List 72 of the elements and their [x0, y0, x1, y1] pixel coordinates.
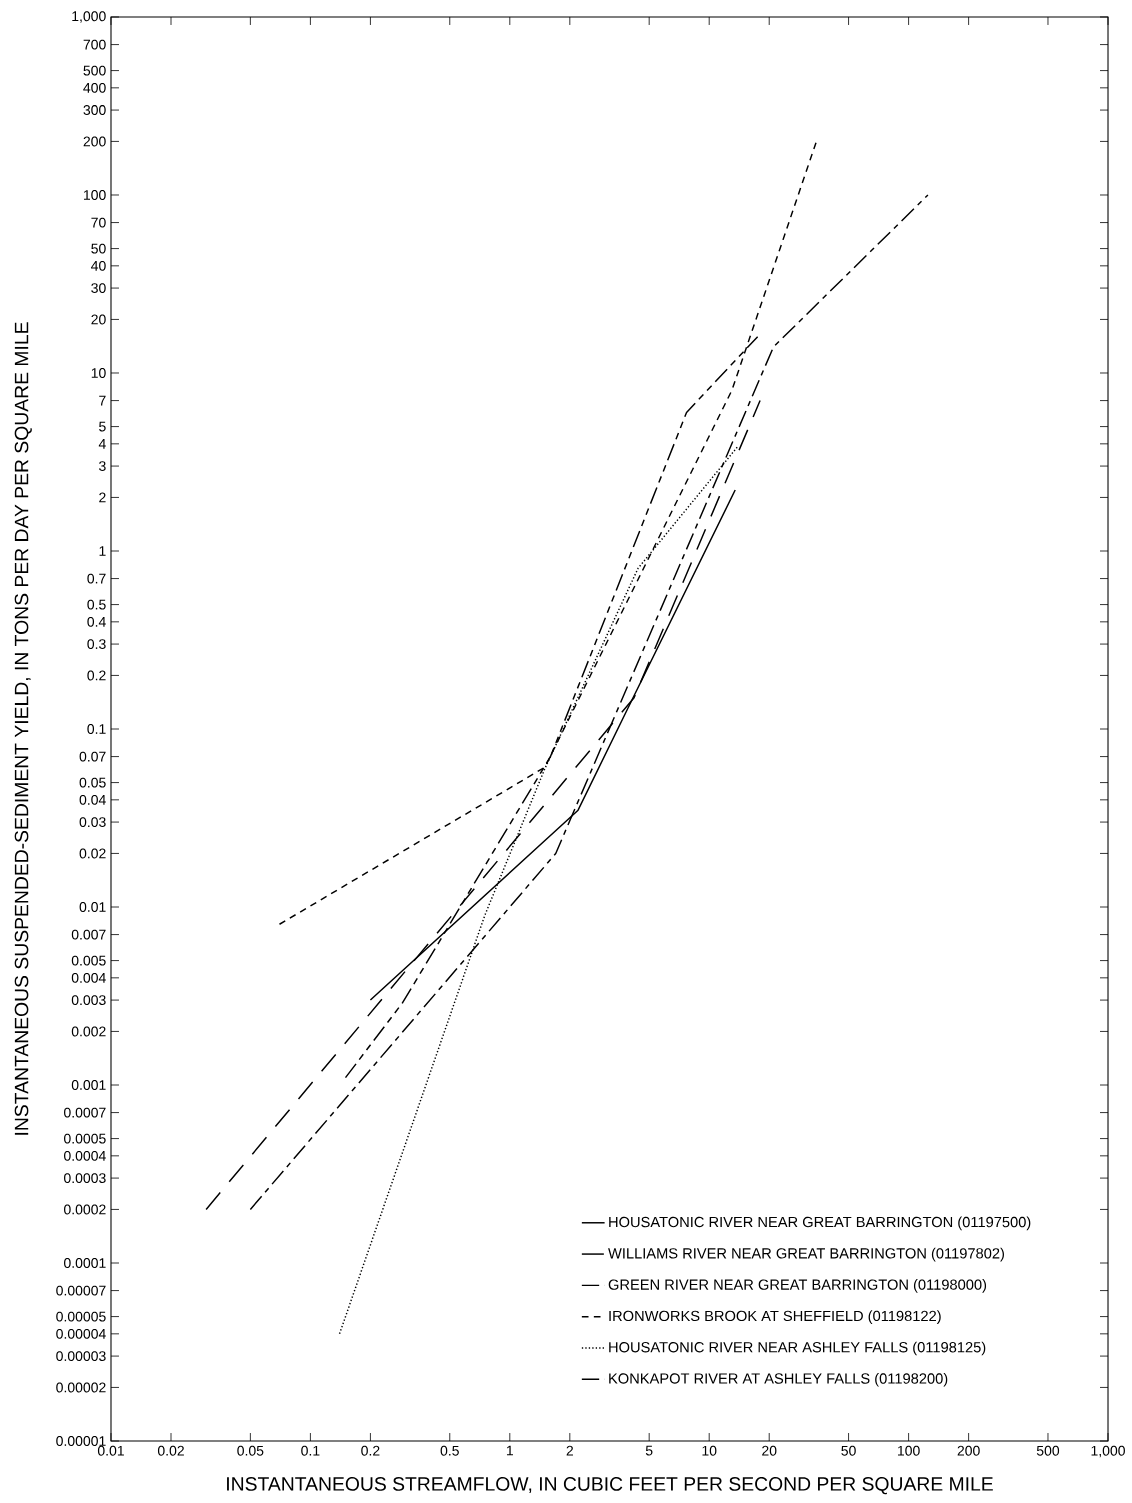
y-tick-label: 5: [99, 421, 106, 432]
y-tick-label: 7: [99, 395, 106, 406]
y-tick-label: 0.0003: [64, 1173, 106, 1184]
x-tick-label: 0.5: [440, 1445, 459, 1456]
y-tick-label: 20: [91, 314, 106, 325]
legend-label: HOUSATONIC RIVER NEAR ASHLEY FALLS (01198125): [609, 1341, 986, 1356]
y-tick-label: 0.01: [79, 902, 106, 912]
y-tick-label: 0.0007: [64, 1107, 106, 1118]
x-tick-label: 0.2: [361, 1445, 380, 1456]
legend-label: HOUSATONIC RIVER NEAR GREAT BARRINGTON (01197500): [609, 1216, 1031, 1231]
y-tick-label: 1,000: [72, 11, 106, 23]
x-tick-label: 5: [645, 1445, 653, 1456]
y-axis-title: INSTANTANEOUS SUSPENDED-SEDIMENT YIELD, IN TONS PER DAY PER SQUARE MILE: [14, 322, 32, 1135]
y-tick-label: 0.0004: [64, 1150, 106, 1161]
x-tick-label: 1: [506, 1445, 513, 1456]
y-tick-label: 10: [91, 368, 106, 378]
y-tick-label: 0.04: [79, 794, 106, 805]
y-tick-label: 0.007: [71, 929, 106, 940]
y-tick-label: 0.02: [79, 848, 106, 859]
legend-label: IRONWORKS BROOK AT SHEFFIELD (01198122): [609, 1310, 941, 1325]
x-tick-label: 2: [566, 1445, 573, 1456]
y-tick-label: 0.005: [71, 955, 106, 966]
y-tick-label: 0.0005: [64, 1133, 106, 1144]
y-tick-label: 0.4: [87, 616, 106, 627]
y-tick-label: 0.1: [87, 724, 106, 734]
legend-label: WILLIAMS RIVER NEAR GREAT BARRINGTON (01197802): [608, 1247, 1004, 1262]
y-tick-label: 0.03: [79, 817, 106, 828]
y-tick-label: 0.002: [71, 1026, 106, 1037]
y-tick-label: 4: [98, 439, 106, 449]
x-tick-label: 10: [702, 1445, 717, 1456]
y-tick-label: 30: [91, 283, 106, 294]
y-tick-label: 100: [83, 190, 106, 200]
x-axis-title: INSTANTANEOUS STREAMFLOW, IN CUBIC FEET PER SECOND PER SQUARE MILE: [227, 1477, 993, 1495]
y-tick-label: 0.0002: [64, 1204, 106, 1215]
x-tick-label: 0.1: [301, 1445, 320, 1456]
y-tick-label: 0.2: [87, 670, 106, 681]
y-tick-label: 0.001: [71, 1080, 106, 1090]
y-tick-label: 200: [83, 136, 106, 147]
y-tick-label: 500: [83, 65, 106, 76]
y-tick-label: 0.00001: [56, 1436, 106, 1446]
y-tick-label: 0.003: [71, 995, 106, 1006]
x-tick-label: 200: [957, 1445, 980, 1456]
legend-label: GREEN RIVER NEAR GREAT BARRINGTON (01198000): [608, 1279, 987, 1293]
y-tick-label: 50: [91, 243, 106, 254]
y-tick-label: 2: [99, 492, 106, 503]
x-tick-label: 1,000: [1091, 1445, 1125, 1458]
x-tick-label: 500: [1036, 1445, 1060, 1456]
x-tick-label: 50: [841, 1445, 856, 1456]
y-tick-label: 0.07: [79, 751, 106, 762]
y-tick-label: 0.00007: [56, 1285, 106, 1296]
y-tick-label: 0.3: [87, 639, 106, 650]
y-tick-label: 300: [83, 105, 106, 116]
y-tick-label: 0.00003: [56, 1351, 106, 1362]
x-tick-label: 0.05: [237, 1445, 264, 1456]
y-tick-label: 0.0001: [64, 1258, 106, 1268]
y-tick-label: 0.05: [79, 777, 106, 788]
x-tick-label: 100: [897, 1445, 920, 1456]
y-tick-label: 700: [83, 39, 106, 50]
y-tick-label: 400: [83, 82, 106, 93]
y-tick-label: 0.7: [87, 573, 106, 584]
y-tick-label: 0.5: [87, 599, 106, 610]
y-tick-label: 0.00004: [56, 1328, 106, 1339]
legend-label: KONKAPOT RIVER AT ASHLEY FALLS (01198200): [609, 1372, 948, 1387]
y-tick-label: 1: [99, 546, 106, 556]
x-tick-label: 20: [762, 1445, 777, 1456]
y-tick-label: 70: [91, 217, 106, 228]
y-tick-label: 0.00002: [56, 1382, 106, 1393]
y-tick-label: 0.00005: [56, 1311, 106, 1322]
y-tick-label: 0.004: [71, 972, 106, 983]
y-tick-label: 40: [91, 260, 106, 271]
x-tick-label: 0.02: [157, 1445, 184, 1456]
y-tick-label: 3: [99, 461, 106, 472]
